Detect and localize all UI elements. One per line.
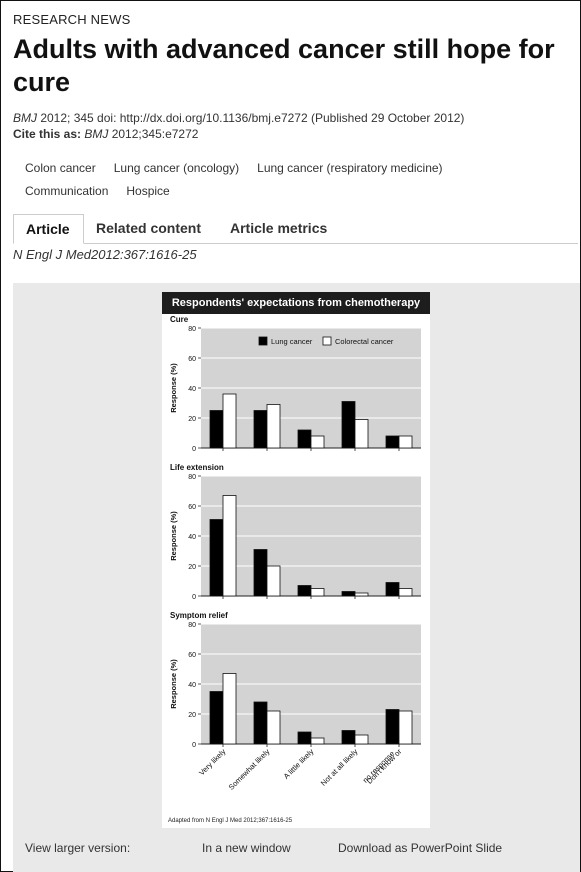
y-axis-label: Response (%): [169, 511, 178, 561]
subject-keywords: Colon cancer Lung cancer (oncology) Lung c…: [25, 157, 565, 203]
y-tick-label: 80: [188, 474, 196, 481]
keyword-link[interactable]: Lung cancer (respiratory medicine): [257, 161, 443, 175]
legend-swatch-lung: [258, 336, 268, 346]
y-tick-label: 80: [188, 326, 196, 333]
chart-source-note: Adapted from N Engl J Med 2012;367:1616-…: [168, 818, 293, 824]
chart-title: Respondents' expectations from chemother…: [162, 292, 430, 314]
y-tick-label: 20: [188, 564, 196, 571]
bar-colorectal-cancer: [266, 565, 281, 597]
article-meta: BMJ 2012; 345 doi: http://dx.doi.org/10.…: [13, 110, 464, 142]
bar-lung-cancer: [341, 591, 356, 597]
y-tick-label: 40: [188, 386, 196, 393]
legend-swatch-colorectal: [322, 336, 332, 346]
bar-colorectal-cancer: [310, 737, 325, 745]
bar-lung-cancer: [209, 519, 224, 597]
y-axis-label: Response (%): [169, 363, 178, 413]
keyword-link[interactable]: Hospice: [126, 184, 170, 198]
bar-colorectal-cancer: [310, 435, 325, 449]
keyword-link[interactable]: Communication: [25, 184, 109, 198]
bar-lung-cancer: [341, 401, 356, 449]
bar-colorectal-cancer: [398, 588, 413, 597]
publication-line: BMJ 2012; 345 doi: http://dx.doi.org/10.…: [13, 110, 464, 126]
x-tick-label: no response: [361, 749, 397, 785]
y-tick-label: 60: [188, 356, 196, 363]
bar-chart: Cure 0 20 40 60 80 Response (%) Lung cancer Colo…: [168, 315, 421, 824]
view-larger-label: View larger version:: [25, 841, 131, 855]
bar-lung-cancer: [385, 435, 400, 449]
cite-ref: 2012;345:e7272: [108, 127, 199, 141]
bar-lung-cancer: [385, 709, 400, 745]
bar-lung-cancer: [209, 410, 224, 449]
bar-lung-cancer: [209, 691, 224, 745]
section-label: RESEARCH NEWS: [13, 12, 131, 27]
y-tick-label: 60: [188, 504, 196, 511]
bar-colorectal-cancer: [398, 710, 413, 745]
y-tick-label: 20: [188, 712, 196, 719]
x-tick-label: Not at all likely: [319, 747, 360, 788]
y-tick-label: 20: [188, 416, 196, 423]
bar-colorectal-cancer: [222, 673, 237, 745]
bar-lung-cancer: [253, 549, 268, 597]
x-tick-label: Very likely: [197, 747, 227, 777]
journal-name: BMJ: [13, 111, 37, 125]
keyword-link[interactable]: Colon cancer: [25, 161, 96, 175]
tab-article-metrics[interactable]: Article metrics: [230, 220, 328, 236]
legend-label-colorectal: Colorectal cancer: [335, 337, 394, 346]
keyword-link[interactable]: Lung cancer (oncology): [113, 161, 240, 175]
bar-lung-cancer: [297, 429, 312, 449]
bar-colorectal-cancer: [354, 419, 369, 449]
bar-lung-cancer: [385, 582, 400, 597]
y-axis-label: Response (%): [169, 659, 178, 709]
bar-colorectal-cancer: [222, 393, 237, 449]
figure-panel: Respondents' expectations from chemother…: [13, 283, 580, 872]
bar-colorectal-cancer: [354, 592, 369, 597]
bar-lung-cancer: [297, 731, 312, 745]
doi-text[interactable]: 2012; 345 doi: http://dx.doi.org/10.1136…: [37, 111, 465, 125]
new-window-link[interactable]: In a new window: [202, 841, 291, 855]
y-tick-label: 0: [192, 446, 196, 453]
bar-lung-cancer: [253, 410, 268, 449]
cite-line: Cite this as: BMJ 2012;345:e7272: [13, 126, 464, 142]
panel-title: Symptom relief: [170, 611, 228, 620]
source-citation: N Engl J Med2012:367:1616-25: [13, 247, 197, 262]
cite-journal: BMJ: [84, 127, 109, 141]
bar-colorectal-cancer: [266, 404, 281, 449]
panel-title: Cure: [170, 315, 189, 324]
bar-colorectal-cancer: [398, 435, 413, 449]
tab-article[interactable]: Article: [13, 214, 84, 244]
download-ppt-link[interactable]: Download as PowerPoint Slide: [338, 841, 503, 855]
chart-card[interactable]: Respondents' expectations from chemother…: [162, 292, 430, 828]
bar-lung-cancer: [297, 585, 312, 597]
x-tick-label: Somewhat likely: [227, 747, 272, 792]
bar-colorectal-cancer: [222, 495, 237, 597]
y-tick-label: 40: [188, 682, 196, 689]
x-tick-label: A little likely: [282, 747, 316, 781]
y-tick-label: 0: [192, 742, 196, 749]
article-tabs: Article Related content Article metrics: [13, 214, 578, 244]
bar-colorectal-cancer: [266, 710, 281, 745]
bar-lung-cancer: [253, 701, 268, 745]
tab-related-content[interactable]: Related content: [96, 220, 202, 236]
legend-label-lung: Lung cancer: [271, 337, 313, 346]
cite-label: Cite this as:: [13, 127, 85, 141]
y-tick-label: 60: [188, 652, 196, 659]
y-tick-label: 0: [192, 594, 196, 601]
bar-colorectal-cancer: [354, 734, 369, 745]
article-title: Adults with advanced cancer still hope f…: [13, 34, 555, 97]
y-tick-label: 80: [188, 622, 196, 629]
y-tick-label: 40: [188, 534, 196, 541]
bar-colorectal-cancer: [310, 588, 325, 597]
panel-title: Life extension: [170, 463, 224, 472]
bar-lung-cancer: [341, 730, 356, 745]
